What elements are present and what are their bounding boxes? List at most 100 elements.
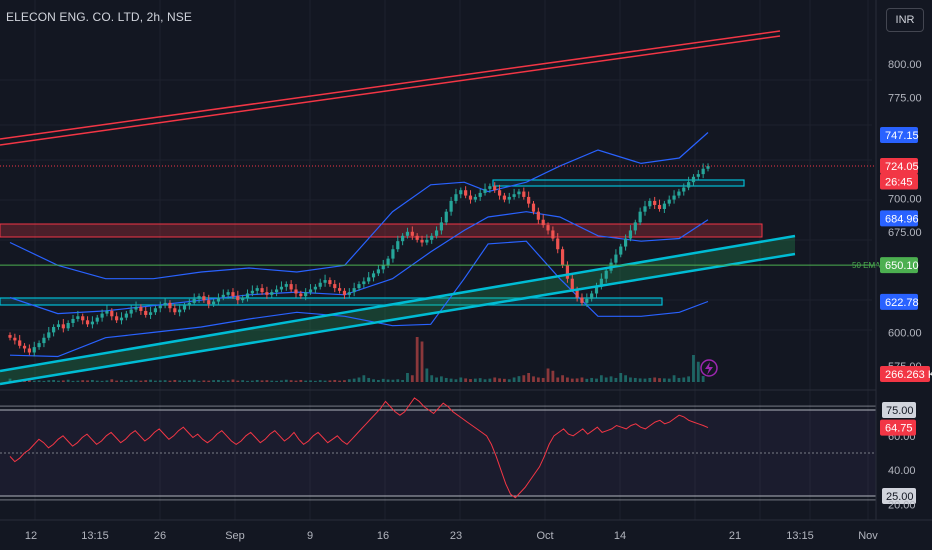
candle-body (139, 306, 143, 311)
volume-bar (362, 375, 366, 382)
candle-body (333, 284, 337, 289)
rsi-level-label: 25.00 (886, 491, 914, 503)
volume-bar (42, 380, 46, 382)
y-tick-label: 775.00 (888, 93, 922, 105)
volume-bar (575, 378, 579, 382)
volume-bar (168, 380, 172, 382)
volume-bar (52, 379, 56, 382)
volume-bar (677, 377, 681, 382)
candle-body (376, 269, 380, 274)
candle-body (32, 347, 36, 353)
candle-body (420, 239, 424, 243)
volume-bar (590, 377, 594, 382)
rsi-line (9, 397, 709, 499)
candle-body (672, 195, 676, 200)
candle-body (454, 194, 458, 201)
candle-body (468, 195, 473, 200)
volume-bar (343, 380, 346, 382)
volume-bar (32, 380, 36, 382)
volume-bar (658, 378, 661, 382)
candle-body (279, 286, 284, 290)
resistance-line-1 (0, 30, 781, 140)
volume-bar (425, 368, 429, 382)
volume-bar (376, 379, 380, 382)
candle-body (565, 265, 570, 279)
volume-bar (270, 380, 274, 382)
candle-body (250, 290, 254, 294)
volume-bar (226, 380, 230, 382)
candle-body (604, 270, 608, 279)
volume-bar (653, 377, 657, 382)
candle-body (260, 288, 264, 293)
volume-bar (532, 376, 535, 382)
x-tick-label: 13:15 (786, 530, 814, 542)
volume-bar (449, 378, 453, 382)
candle-body (691, 176, 696, 183)
price-tag (880, 127, 918, 144)
candle-body (105, 310, 109, 314)
candle-body (27, 348, 31, 353)
volume-bar (459, 377, 463, 382)
candle-body (633, 222, 637, 231)
candle-body (527, 196, 531, 204)
volume-bar (284, 379, 288, 382)
candle-body (110, 310, 114, 317)
volume-bar (498, 378, 501, 382)
price-tag (880, 257, 918, 274)
volume-bar (696, 361, 700, 382)
x-tick-label: Nov (858, 530, 878, 542)
candle-body (284, 284, 288, 287)
candle-body (444, 211, 448, 223)
candle-body (197, 296, 201, 299)
volume-bar (178, 380, 182, 382)
volume-bar (444, 377, 448, 382)
volume-bar (357, 377, 361, 382)
volume-bar (541, 377, 545, 382)
volume-bar (638, 378, 642, 382)
volume-bar (158, 380, 162, 382)
volume-bar (609, 376, 613, 382)
candle-body (158, 305, 162, 309)
candle-body (512, 194, 516, 197)
rsi-level-tag (882, 402, 916, 419)
volume-bar (469, 379, 472, 382)
candle-body (173, 308, 177, 313)
candle-body (313, 286, 317, 290)
candle-body (255, 288, 259, 291)
candle-body (245, 293, 250, 298)
volume-bar (488, 378, 492, 382)
candles (8, 163, 718, 377)
volume-bar (154, 380, 157, 382)
candle-body (207, 300, 211, 305)
lightning-icon (700, 359, 718, 377)
volume-bar (241, 380, 245, 382)
volume-bar (566, 377, 569, 382)
currency-button[interactable]: INR (886, 8, 924, 32)
volume-bar (134, 380, 138, 382)
candle-body (328, 280, 332, 285)
price-tag-label: 684.96 (885, 213, 919, 225)
volume-bar (328, 380, 332, 382)
candle-body (667, 199, 671, 204)
volume-bar (289, 380, 293, 382)
volume-bar (599, 375, 603, 382)
candle-body (22, 345, 27, 349)
candle-body (338, 288, 342, 291)
candle-body (187, 302, 191, 306)
candle-body (119, 317, 124, 321)
price-tag (880, 173, 918, 190)
candle-body (221, 294, 225, 298)
candle-body (449, 200, 453, 212)
candle-body (81, 316, 85, 321)
candle-body (507, 196, 511, 200)
chart-title: ELECON ENG. CO. LTD, 2h, NSE (6, 10, 192, 24)
price-tag-label: 650.10 (885, 260, 919, 272)
candle-body (517, 191, 521, 195)
volume-bar (629, 377, 632, 382)
x-tick-label: 23 (450, 530, 462, 542)
volume-bar (100, 380, 104, 382)
volume-bar (139, 380, 143, 382)
candle-body (299, 293, 303, 297)
candle-body (76, 316, 80, 319)
